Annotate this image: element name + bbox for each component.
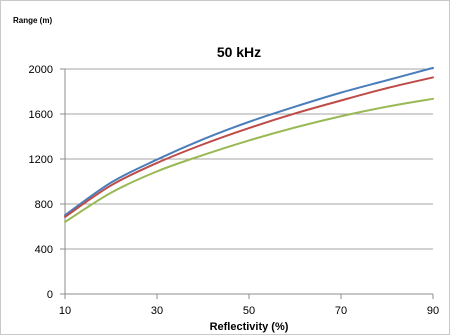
y-tick-label: 400 <box>35 244 53 256</box>
series-line-1 <box>64 66 434 217</box>
x-axis-label: Reflectivity (%) <box>210 321 289 333</box>
tick-labels: 0 400 800 1200 1600 2000 10 30 50 70 90 <box>29 64 440 317</box>
y-tick-label: 800 <box>35 199 53 211</box>
x-tick-label: 70 <box>335 305 347 317</box>
y-axis-label: Range (m) <box>13 16 52 25</box>
y-tick-label: 0 <box>47 289 53 301</box>
series-line-2 <box>64 76 434 218</box>
series-lines <box>64 66 434 223</box>
x-tick-label: 90 <box>427 305 439 317</box>
gridlines <box>65 68 433 250</box>
axes <box>60 68 434 299</box>
x-tick-label: 50 <box>243 305 255 317</box>
y-tick-label: 1600 <box>29 109 53 121</box>
y-tick-label: 1200 <box>29 154 53 166</box>
x-tick-label: 10 <box>59 305 71 317</box>
chart-title: 50 kHz <box>217 44 261 60</box>
y-tick-label: 2000 <box>29 64 53 76</box>
x-tick-label: 30 <box>151 305 163 317</box>
series-line-3 <box>64 97 434 223</box>
